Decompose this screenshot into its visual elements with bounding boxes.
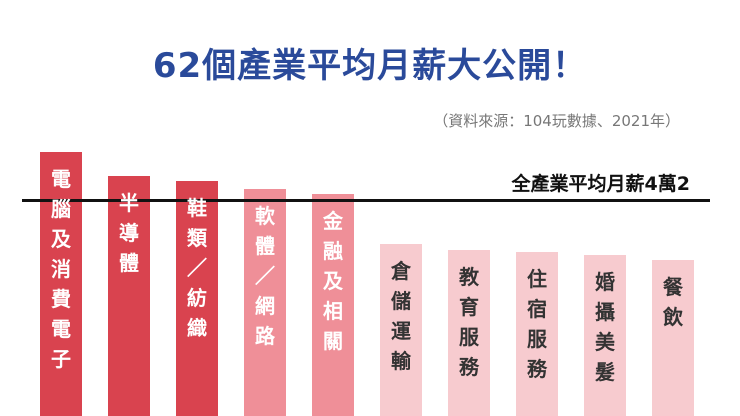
bar-label-4: 軟 體 ／ 網 路	[255, 204, 275, 348]
bar-label-5: 金 融 及 相 關	[323, 209, 343, 353]
bar-6	[380, 244, 422, 416]
bar-label-9: 婚 攝 美 髮	[595, 270, 615, 384]
bar-label-10: 餐 飲	[663, 275, 683, 329]
bar-2	[108, 176, 150, 416]
average-line	[22, 199, 710, 202]
average-label: 全產業平均月薪4萬2	[511, 173, 690, 195]
bar-5	[312, 194, 354, 416]
bar-8	[516, 252, 558, 416]
bar-label-8: 住 宿 服 務	[527, 267, 547, 381]
bar-3	[176, 181, 218, 416]
bar-label-6: 倉 儲 運 輸	[391, 259, 411, 373]
page-title: 62個產業平均月薪大公開！	[152, 46, 588, 86]
source-note: （資料來源：104玩數據、2021年）	[433, 112, 680, 130]
bar-9	[584, 255, 626, 416]
bar-10	[652, 260, 694, 416]
bar-4	[244, 189, 286, 416]
bar-label-2: 半 導 體	[119, 191, 139, 275]
bar-7	[448, 250, 490, 416]
bar-1	[40, 152, 82, 416]
bar-label-7: 教 育 服 務	[459, 265, 479, 379]
bar-label-1: 電 腦 及 消 費 電 子	[51, 167, 71, 371]
bar-label-3: 鞋 類 ／ 紡 織	[187, 196, 207, 340]
